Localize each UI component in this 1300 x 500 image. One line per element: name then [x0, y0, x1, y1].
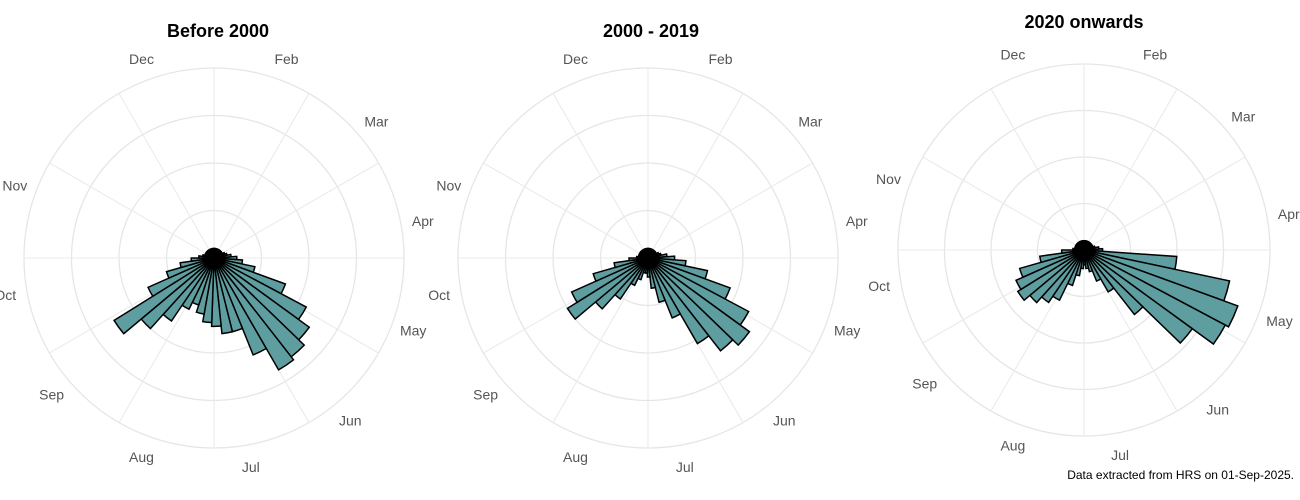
rose-bar	[1083, 249, 1115, 293]
rose-bar	[113, 257, 215, 335]
grid-spoke	[552, 257, 649, 423]
grid-spoke	[118, 93, 215, 259]
rose-bar	[570, 257, 649, 304]
month-label: May	[1266, 313, 1292, 329]
rose-bar	[566, 257, 649, 321]
rose-bar	[647, 257, 682, 319]
rose-chart-panel: Dec Feb Mar Apr May Jun Jul Aug Sep Oct Nov 2000 - …	[428, 21, 868, 475]
grid-spoke	[552, 93, 649, 259]
rose-bar	[1083, 246, 1100, 251]
grid-spoke	[483, 162, 649, 259]
grid-spoke	[1083, 156, 1246, 251]
month-label: Dec	[129, 51, 154, 67]
month-label: Jun	[339, 412, 362, 428]
rose-bar	[213, 257, 295, 371]
month-label: Sep	[912, 376, 937, 392]
rose-bar	[647, 257, 657, 290]
month-label: Jun	[1206, 401, 1229, 417]
month-label: Apr	[412, 213, 434, 229]
data-source-caption: Data extracted from HRS on 01-Sep-2025.	[1067, 468, 1294, 482]
month-label: Feb	[1143, 47, 1167, 63]
grid-spoke	[647, 93, 744, 259]
month-label: Feb	[708, 51, 732, 67]
bar-group	[1015, 239, 1239, 346]
month-label: Nov	[876, 171, 901, 187]
grid-spoke	[213, 162, 379, 259]
month-label: Sep	[39, 386, 64, 402]
rose-bar	[1083, 249, 1102, 283]
rose-bar	[647, 257, 734, 352]
month-label: Nov	[436, 178, 461, 194]
month-label: Oct	[868, 278, 890, 294]
grid-spoke	[922, 156, 1085, 251]
rose-bar	[1038, 249, 1085, 264]
rose-bar	[1016, 249, 1085, 302]
month-label: Jul	[676, 459, 694, 475]
month-label: Dec	[1000, 47, 1025, 63]
rose-bar	[1083, 249, 1227, 346]
grid-spoke	[49, 162, 215, 259]
panel-title: 2000 - 2019	[603, 21, 699, 41]
month-label: Feb	[274, 51, 298, 67]
rose-bar	[1015, 249, 1085, 291]
month-label: Mar	[798, 114, 822, 130]
month-label: Aug	[129, 449, 154, 465]
rose-bar	[647, 257, 710, 345]
bar-group	[113, 247, 311, 371]
month-label: Sep	[473, 386, 498, 402]
rose-bar	[165, 257, 215, 280]
month-label: Apr	[846, 213, 868, 229]
month-label: Oct	[428, 287, 450, 303]
rose-bar	[213, 253, 232, 259]
rose-bar	[647, 253, 668, 259]
rose-bar	[147, 257, 215, 298]
month-label: May	[834, 323, 860, 339]
rose-bar	[1060, 249, 1085, 254]
rose-bar	[1083, 249, 1144, 316]
month-label: Nov	[2, 178, 27, 194]
month-label: Mar	[1231, 108, 1255, 124]
bar-group	[566, 247, 751, 352]
month-label: Jun	[773, 412, 796, 428]
month-label: Oct	[0, 287, 16, 303]
rose-bar	[647, 257, 667, 304]
rose-bar	[179, 257, 215, 269]
rose-bar	[1018, 249, 1085, 279]
grid-spoke	[990, 88, 1085, 251]
grid-spoke	[1083, 88, 1178, 251]
month-label: Aug	[563, 449, 588, 465]
month-label: Aug	[1000, 438, 1025, 454]
rose-chart-panel: Dec Feb Mar Apr May Jun Jul Aug Sep Oct Nov 2020 on…	[868, 12, 1300, 463]
rose-bar	[213, 257, 234, 335]
panel-title: 2020 onwards	[1024, 12, 1143, 32]
rose-bar	[613, 257, 649, 269]
month-label: Apr	[1278, 206, 1300, 222]
month-label: Mar	[364, 114, 388, 130]
rose-bar	[190, 257, 215, 263]
month-label: Jul	[242, 459, 260, 475]
rose-bar	[1083, 249, 1239, 328]
month-label: Jul	[1111, 447, 1129, 463]
rose-bar	[592, 257, 649, 283]
rose-chart-panel: Dec Feb Mar Apr May Jun Jul Aug Sep Oct Nov Before …	[0, 21, 434, 475]
rose-bar	[647, 257, 751, 347]
panel-title: Before 2000	[167, 21, 269, 41]
grid-spoke	[213, 93, 310, 259]
rose-bar	[213, 257, 268, 356]
rose-bar	[1083, 249, 1194, 345]
grid-spoke	[647, 162, 813, 259]
month-label: Dec	[563, 51, 588, 67]
month-label: May	[400, 323, 426, 339]
